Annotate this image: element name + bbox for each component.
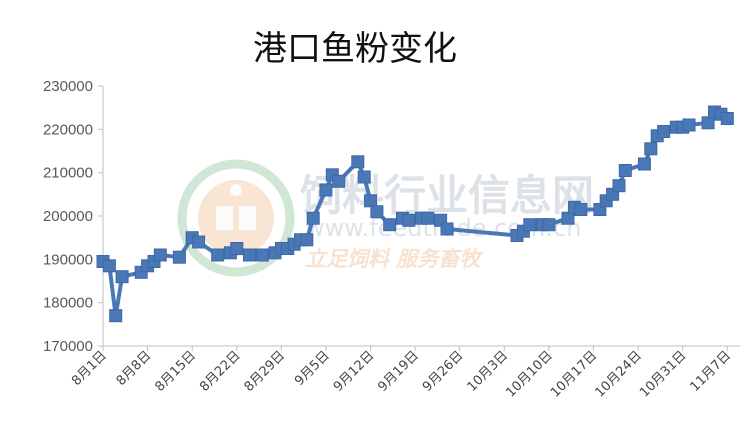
data-point bbox=[300, 233, 314, 247]
x-tick-label: 8月15日 bbox=[152, 348, 199, 395]
data-point bbox=[172, 250, 186, 264]
y-tick-label: 190000 bbox=[43, 251, 93, 268]
data-point bbox=[370, 205, 384, 219]
x-tick-label: 10月31日 bbox=[637, 348, 689, 400]
data-point bbox=[542, 218, 556, 232]
y-tick-label: 200000 bbox=[43, 208, 93, 225]
x-tick-label: 9月19日 bbox=[375, 348, 422, 395]
x-tick-label: 8月29日 bbox=[242, 348, 289, 395]
data-point bbox=[561, 211, 575, 225]
data-point bbox=[402, 213, 416, 227]
data-point bbox=[657, 125, 671, 138]
x-tick-label: 10月24日 bbox=[593, 348, 645, 400]
data-point bbox=[192, 235, 206, 249]
x-tick-label: 9月12日 bbox=[331, 348, 378, 395]
data-point bbox=[682, 118, 696, 132]
x-tick-label: 9月26日 bbox=[420, 348, 467, 395]
data-point bbox=[574, 203, 588, 216]
x-tick-label: 10月3日 bbox=[465, 348, 512, 395]
data-point bbox=[383, 218, 397, 232]
y-tick-label: 220000 bbox=[43, 121, 93, 138]
y-tick-label: 170000 bbox=[43, 338, 93, 355]
watermark-slogan: 立足饲料 服务畜牧 bbox=[305, 247, 483, 271]
x-tick-label: 8月22日 bbox=[197, 348, 244, 395]
data-point bbox=[612, 179, 626, 193]
data-point bbox=[720, 112, 734, 125]
data-point bbox=[523, 218, 537, 232]
data-point bbox=[351, 155, 365, 169]
data-point bbox=[319, 183, 333, 197]
data-point bbox=[306, 211, 320, 225]
data-point bbox=[644, 142, 658, 156]
data-point bbox=[255, 248, 269, 262]
data-point bbox=[230, 242, 244, 255]
y-tick-label: 180000 bbox=[43, 295, 93, 312]
data-point bbox=[243, 248, 256, 262]
x-tick-label: 9月5日 bbox=[292, 348, 333, 389]
data-point bbox=[332, 174, 346, 188]
data-point bbox=[618, 164, 632, 177]
chart-title: 港口鱼粉变化 bbox=[253, 29, 457, 69]
data-point bbox=[153, 248, 167, 262]
x-tick-label: 8月8日 bbox=[114, 348, 155, 389]
data-point bbox=[637, 157, 651, 171]
watermark-site-name: 饲料行业信息网 bbox=[300, 171, 594, 220]
data-point bbox=[357, 170, 371, 184]
watermark-logo bbox=[177, 159, 295, 277]
data-point bbox=[102, 259, 116, 273]
data-point bbox=[211, 248, 225, 262]
x-tick-label: 10月17日 bbox=[548, 348, 600, 400]
data-point bbox=[109, 309, 123, 323]
series-group bbox=[96, 105, 734, 323]
data-point bbox=[364, 194, 377, 208]
data-point bbox=[421, 211, 435, 225]
data-point bbox=[701, 116, 715, 130]
x-tick-label: 10月10日 bbox=[503, 348, 555, 400]
data-point bbox=[115, 270, 129, 284]
data-point bbox=[440, 222, 454, 236]
y-tick-label: 230000 bbox=[43, 78, 93, 95]
y-tick-label: 210000 bbox=[43, 165, 93, 182]
x-tick-label: 11月7日 bbox=[688, 348, 735, 395]
